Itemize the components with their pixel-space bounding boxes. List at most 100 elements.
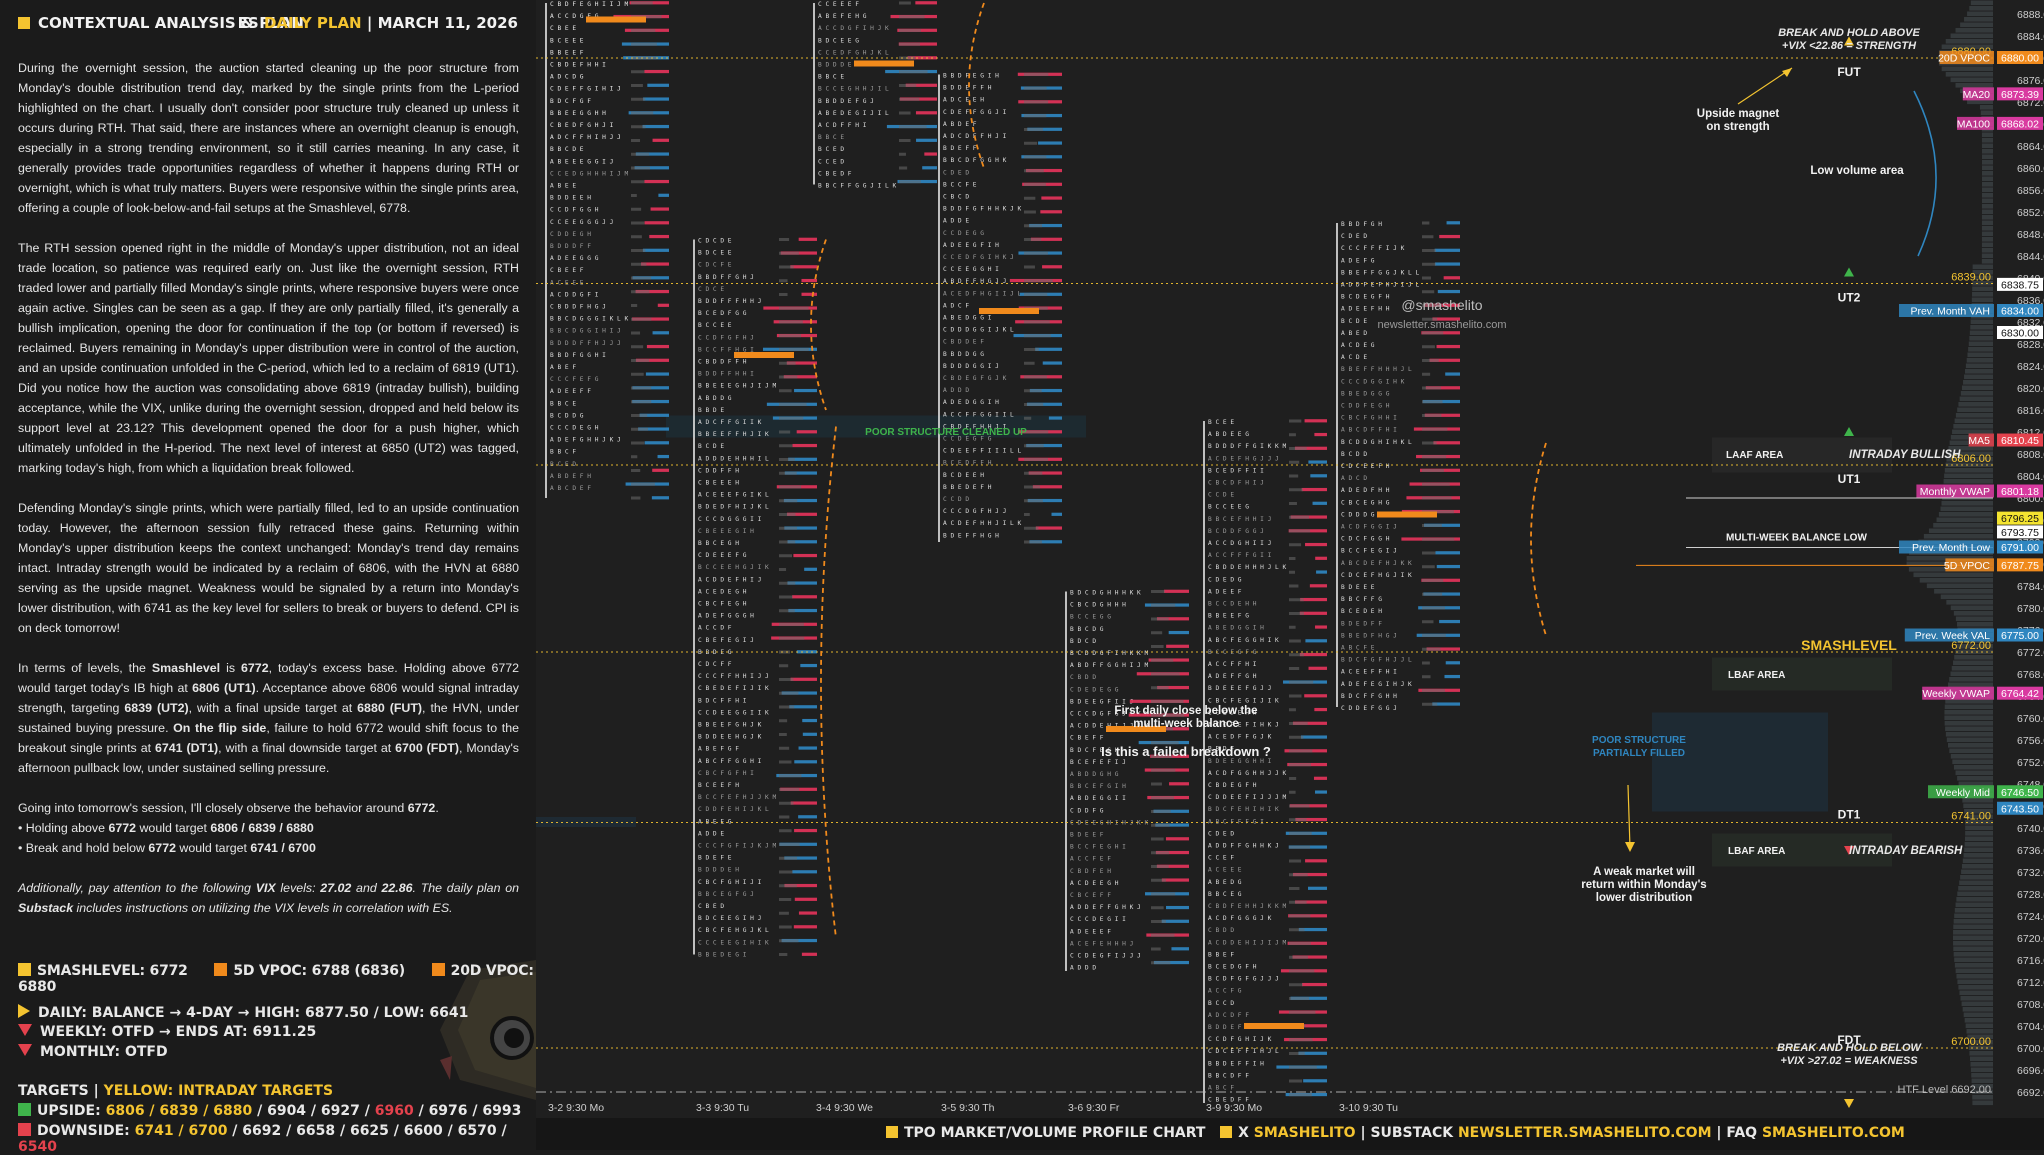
footer-link[interactable]: NEWSLETTER.SMASHELITO.COM	[1457, 1125, 1712, 1141]
price-tag	[1997, 116, 2043, 130]
volume-bar	[1953, 424, 1993, 429]
footer-text: FAQ	[1726, 1125, 1758, 1141]
tpo-letters: A B C F E	[1341, 645, 1375, 652]
tpo-shadow-bar	[779, 870, 793, 874]
tpo-shadow-bar	[779, 815, 790, 819]
tpo-letters: C B E D	[698, 903, 724, 910]
tpo-shadow-bar	[1024, 183, 1046, 186]
tpo-shadow-bar	[631, 180, 645, 184]
symbol: ES	[237, 14, 259, 32]
volume-bar	[1953, 919, 1993, 924]
tpo-shadow-bar	[1024, 348, 1039, 351]
volume-bar	[1429, 358, 1460, 362]
text: 6540	[18, 1139, 57, 1155]
annotation-text: multi-week balance	[1133, 718, 1238, 730]
tpo-letters: B D C E E	[698, 250, 732, 257]
tpo-letters: C B D F E H	[1070, 868, 1111, 875]
volume-bar	[1956, 644, 1993, 649]
tpo-letters: B C E D	[818, 146, 844, 153]
tpo-letters: A B C F	[1208, 1085, 1234, 1092]
volume-bar	[1168, 630, 1189, 635]
poc-bar	[979, 308, 1039, 314]
volume-bar	[1981, 149, 1993, 154]
tpo-shadow-bar	[779, 389, 792, 393]
volume-bar	[804, 567, 817, 571]
tpo-shadow-bar	[1289, 488, 1303, 492]
tpo-letters: C C D F G F H J	[698, 334, 754, 341]
tpo-shadow-bar	[1151, 837, 1164, 841]
annotation-text: Upside magnet	[1697, 108, 1780, 120]
tpo-letters: A D E E F H H	[1341, 306, 1390, 313]
observe-bullet: • Holding above 6772 would target 6806 /…	[18, 818, 519, 838]
volume-bar	[1156, 617, 1189, 621]
volume-bar	[1969, 330, 1993, 336]
price-tag-label-bg	[1962, 87, 1994, 101]
volume-bar	[1928, 528, 1993, 534]
tpo-letters: A C D D E H I J I J M	[1208, 939, 1287, 946]
volume-bar	[1035, 526, 1062, 530]
text: Additionally, pay attention to the follo…	[18, 881, 256, 895]
price-tag-label-bg	[1899, 540, 1994, 554]
tpo-shadow-bar	[1422, 386, 1441, 390]
tpo-letters: B C C D E H H	[1208, 601, 1257, 608]
text: • Break and hold below	[18, 841, 149, 855]
volume-bar	[786, 512, 817, 516]
tpo-shadow-bar	[631, 166, 650, 170]
tpo-letters: B D E F F	[943, 145, 977, 152]
tpo-letters: B D C E E G	[818, 37, 859, 44]
y-tick-label: 6808.00	[2017, 449, 2044, 461]
annotation-text: BREAK AND HOLD ABOVE	[1778, 27, 1920, 39]
volume-bar	[793, 553, 817, 558]
price-tag-label-bg	[1939, 51, 1994, 64]
volume-bar	[1961, 385, 1993, 391]
volume-bar	[915, 111, 937, 115]
tpo-letters: A D C F	[943, 302, 969, 309]
structure-arc	[1530, 442, 1547, 636]
tpo-chart-svg: C B D F E G H I I J M A C C D G F G C B E …	[536, 0, 2044, 1118]
tpo-letters: C D D D G G I J K L	[943, 327, 1014, 334]
volume-bar	[1424, 413, 1460, 417]
green-square-icon	[18, 1103, 31, 1116]
volume-bar	[1161, 919, 1189, 923]
watermark-handle: @smashelito	[1401, 297, 1482, 313]
tpo-shadow-bar	[631, 455, 638, 459]
text: DAILY: BALANCE → 4-DAY → HIGH: 6877.50 /…	[38, 1005, 469, 1021]
paragraph: During the overnight session, the auctio…	[18, 61, 519, 215]
tpo-letters: C C E D F G H J K L	[818, 49, 889, 56]
volume-bar	[1299, 652, 1327, 657]
y-tick-label: 6856.00	[2017, 185, 2044, 197]
tpo-shadow-bar	[1151, 755, 1173, 758]
tpo-letters: C B C F G H I J I	[698, 879, 762, 886]
volume-bar	[1310, 474, 1327, 478]
tpo-shadow-bar	[1422, 276, 1431, 280]
tpo-shadow-bar	[631, 15, 662, 19]
tpo-shadow-bar	[1289, 584, 1299, 588]
volume-bar	[1161, 878, 1189, 882]
text: YELLOW: INTRADAY TARGETS	[103, 1083, 334, 1099]
tpo-letters: A D C D F F	[1208, 1012, 1249, 1019]
footer-link[interactable]: SMASHELITO.COM	[1761, 1125, 1905, 1141]
footer-link[interactable]: SMASHELITO	[1253, 1125, 1356, 1141]
tpo-shadow-bar	[1422, 345, 1435, 349]
volume-bar	[1315, 625, 1327, 629]
volume-bar	[792, 595, 817, 599]
volume-bar	[1947, 743, 1993, 748]
tpo-letters: B D C F F G H H	[1341, 693, 1397, 700]
poc-bar	[854, 60, 914, 67]
yellow-square-icon	[18, 963, 31, 976]
tpo-shadow-bar	[631, 345, 644, 349]
tpo-shadow-bar	[779, 911, 789, 915]
status-daily: DAILY: BALANCE → 4-DAY → HIGH: 6877.50 /…	[18, 1004, 468, 1021]
tpo-shadow-bar	[779, 293, 788, 296]
tpo-letters: A B D D G H G	[1070, 771, 1119, 778]
header-date-block: ES DAILY PLAN | MARCH 11, 2026	[238, 14, 518, 32]
tpo-letters: A D C D G	[550, 74, 584, 81]
price-tag	[1997, 326, 2043, 339]
tpo-shadow-bar	[779, 238, 790, 241]
text: . Acceptance above 6806 would signal int…	[18, 681, 519, 715]
tpo-shadow-bar	[1422, 262, 1436, 266]
text: / 6976 / 6993	[413, 1103, 522, 1119]
tpo-letters: A D E E E F	[1070, 928, 1111, 935]
tpo-letters: C B D F E G H I I J M	[550, 1, 629, 8]
tpo-letters: A B D D G	[698, 395, 732, 402]
